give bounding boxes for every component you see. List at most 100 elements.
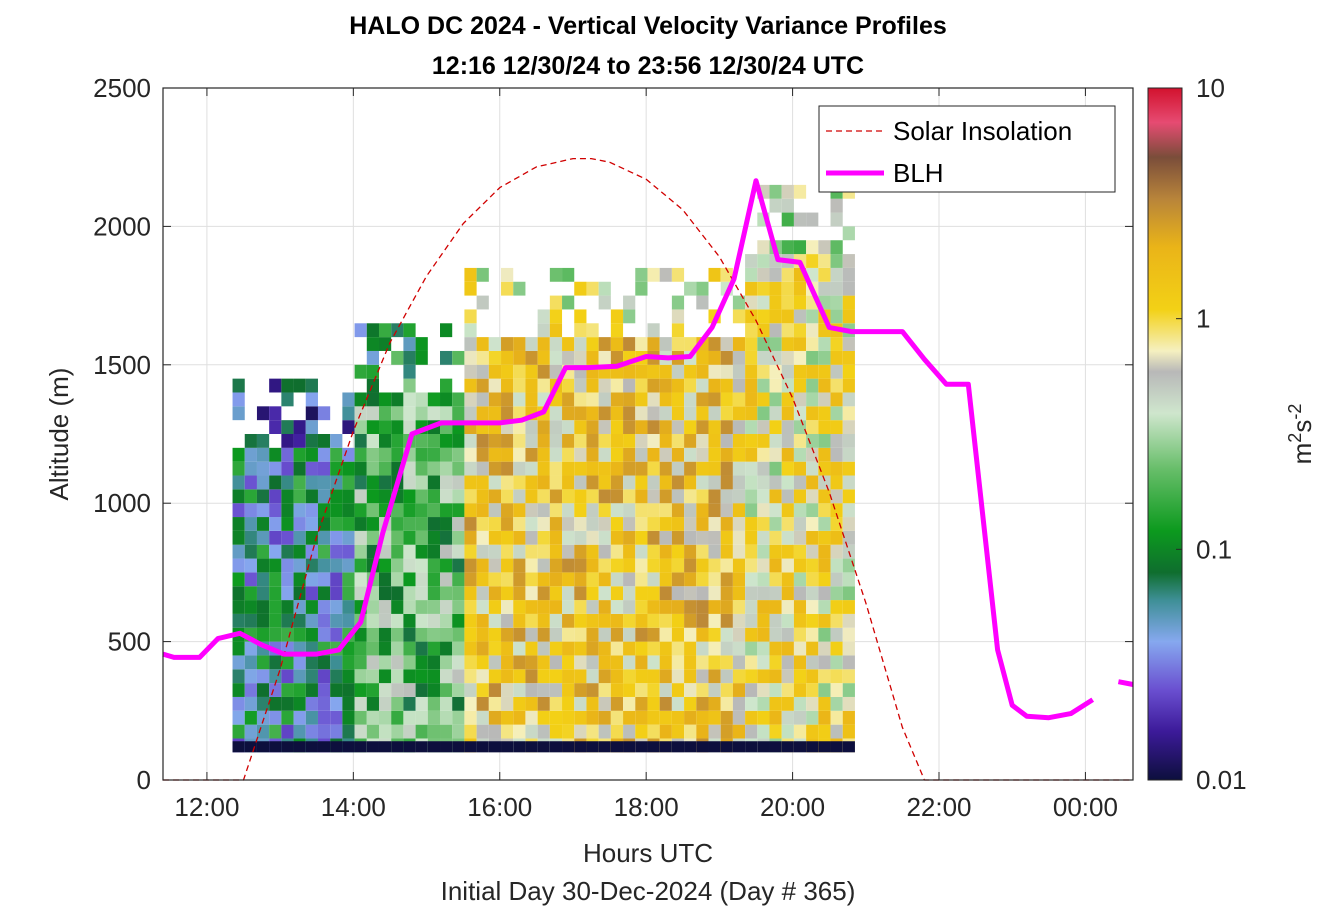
heatmap-cell [684, 572, 697, 587]
heatmap-cell [598, 503, 611, 518]
heatmap-cell [366, 337, 379, 351]
heatmap-cell [623, 724, 636, 739]
heatmap-cell [305, 475, 318, 490]
heatmap-cell [598, 406, 611, 421]
heatmap-cell [574, 281, 587, 296]
heatmap-cell-bottom [806, 741, 819, 753]
heatmap-cell [549, 489, 563, 504]
heatmap-cell [256, 600, 270, 614]
heatmap-cell [330, 447, 343, 462]
heatmap-cell [476, 392, 489, 407]
heatmap-cell [671, 364, 685, 379]
heatmap-cell [232, 683, 245, 697]
heatmap-cell [574, 572, 587, 587]
heatmap-cell [415, 434, 428, 448]
heatmap-cell [549, 696, 563, 711]
heatmap-cell [818, 586, 831, 601]
heatmap-cell [232, 475, 245, 490]
heatmap-cell [635, 392, 648, 407]
heatmap-cell-bottom [525, 741, 538, 753]
heatmap-cell [818, 267, 831, 282]
heatmap-cell [501, 724, 514, 739]
heatmap-cell [732, 724, 746, 739]
heatmap-cell [562, 447, 575, 462]
heatmap-cell [745, 586, 758, 601]
heatmap-cell [659, 420, 672, 434]
heatmap-cell [635, 600, 648, 614]
heatmap-cell [793, 683, 807, 697]
heatmap-cell [671, 517, 685, 531]
plot-area [162, 87, 1134, 781]
heatmap-cell [440, 378, 453, 393]
heatmap-cell [403, 392, 416, 407]
heatmap-cell [659, 586, 672, 601]
heatmap-cell [818, 392, 831, 407]
heatmap-cell [537, 475, 550, 490]
heatmap-cell [537, 420, 550, 434]
heatmap-cell [452, 434, 465, 448]
heatmap-cell [488, 600, 502, 614]
heatmap-cell [549, 364, 563, 379]
heatmap-cell [476, 724, 489, 739]
heatmap-cell [647, 683, 660, 697]
heatmap-cell [745, 710, 758, 725]
heatmap-cell [757, 572, 770, 587]
heatmap-cell [574, 586, 587, 601]
heatmap-cell [647, 544, 660, 559]
heatmap-cell [562, 337, 575, 351]
heatmap-cell [293, 461, 306, 476]
heatmap-cell [708, 627, 721, 642]
heatmap-cell [452, 655, 465, 670]
heatmap-cell [623, 683, 636, 697]
heatmap-cell [488, 627, 502, 642]
heatmap-cell [269, 420, 282, 434]
heatmap-cell [708, 558, 721, 573]
heatmap-cell [793, 669, 807, 684]
heatmap-cell [281, 392, 294, 407]
x-tick-label: 22:00 [906, 792, 971, 822]
heatmap-cell [366, 641, 379, 656]
heatmap-cell [769, 267, 782, 282]
heatmap-cell [366, 392, 379, 407]
heatmap-cell [745, 517, 758, 531]
heatmap-cell [830, 641, 843, 656]
heatmap-cell [806, 683, 819, 697]
heatmap-cell [598, 350, 611, 365]
heatmap-cell [635, 378, 648, 393]
heatmap-cell [549, 613, 563, 628]
heatmap-cell [501, 683, 514, 697]
heatmap-cell [818, 627, 831, 642]
heatmap-cell [708, 669, 721, 684]
heatmap-cell [781, 267, 794, 282]
heatmap-cell [366, 503, 379, 518]
heatmap-cell [330, 724, 343, 739]
heatmap-cell [525, 600, 538, 614]
heatmap-cell [440, 517, 453, 531]
heatmap-cell [525, 641, 538, 656]
heatmap-cell [696, 420, 709, 434]
heatmap-cell [598, 517, 611, 531]
heatmap-cell [391, 350, 404, 365]
heatmap-cell [562, 572, 575, 587]
heatmap-cell [671, 337, 685, 351]
heatmap-cell [525, 683, 538, 697]
legend: Solar Insolation BLH [818, 105, 1116, 193]
heatmap-cell [818, 683, 831, 697]
heatmap-cell [305, 489, 318, 504]
heatmap-cell [842, 295, 855, 310]
heatmap-cell [525, 378, 538, 393]
heatmap-cell [586, 517, 599, 531]
heatmap-cell [647, 420, 660, 434]
heatmap-cell [427, 655, 441, 670]
heatmap-cell [244, 475, 257, 490]
heatmap-cell [366, 378, 379, 393]
heatmap-cell [732, 572, 746, 587]
heatmap-cell [732, 530, 746, 545]
heatmap-cell [378, 558, 392, 573]
heatmap-cell [659, 489, 672, 504]
heatmap-cell [769, 295, 782, 310]
heatmap-cell [305, 558, 318, 573]
heatmap-cell-bottom [452, 741, 465, 753]
heatmap-cell [574, 558, 587, 573]
heatmap-cell [293, 724, 306, 739]
